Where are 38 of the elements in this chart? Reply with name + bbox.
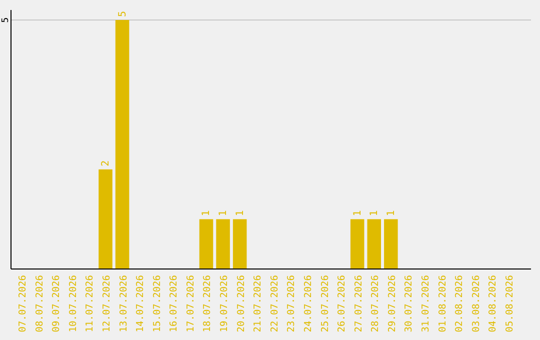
- x-tick-label: 01.08.2026: [437, 274, 448, 332]
- data-label: 1: [201, 210, 212, 216]
- x-tick-label: 19.07.2026: [219, 274, 230, 332]
- x-tick-label: 10.07.2026: [68, 274, 79, 332]
- data-label: 2: [100, 160, 112, 166]
- x-tick-label: 18.07.2026: [202, 274, 214, 332]
- x-tick-label: 28.07.2026: [370, 274, 382, 332]
- x-tick-label: 12.07.2026: [102, 274, 113, 332]
- data-label: 1: [234, 210, 246, 216]
- x-tick-label: 20.07.2026: [236, 274, 247, 332]
- x-tick-label: 02.08.2026: [454, 274, 466, 332]
- x-tick-label: 23.07.2026: [286, 274, 298, 332]
- x-tick-label: 07.07.2026: [18, 274, 29, 332]
- x-tick-label: 22.07.2026: [269, 274, 280, 332]
- data-label: 1: [218, 210, 230, 216]
- x-tick-label: 13.07.2026: [118, 274, 130, 332]
- x-tick-label: 31.07.2026: [420, 274, 432, 332]
- x-tick-label: 26.07.2026: [336, 274, 348, 332]
- data-label: 1: [386, 210, 397, 216]
- data-label: 1: [369, 210, 380, 216]
- x-tick-label: 30.07.2026: [404, 274, 415, 332]
- x-tick-label: 27.07.2026: [353, 274, 364, 332]
- x-tick-label: 14.07.2026: [135, 274, 146, 332]
- x-tick-label: 29.07.2026: [386, 274, 398, 332]
- x-tick-label: 24.07.2026: [302, 274, 314, 332]
- x-tick-label: 05.08.2026: [504, 274, 516, 332]
- x-tick-label: 08.07.2026: [34, 274, 46, 332]
- data-label: 1: [352, 210, 364, 216]
- x-tick-label: 16.07.2026: [168, 274, 180, 332]
- x-tick-label: 15.07.2026: [152, 274, 163, 332]
- x-tick-label: 04.08.2026: [488, 274, 499, 332]
- x-tick-label: 25.07.2026: [320, 274, 331, 332]
- x-tick-label: 03.08.2026: [470, 274, 482, 332]
- x-tick-label: 11.07.2026: [84, 274, 96, 332]
- x-tick-label: 17.07.2026: [185, 274, 196, 332]
- x-tick-label: 09.07.2026: [51, 274, 62, 332]
- data-label: 5: [117, 10, 128, 17]
- x-tick-label: 21.07.2026: [252, 274, 264, 332]
